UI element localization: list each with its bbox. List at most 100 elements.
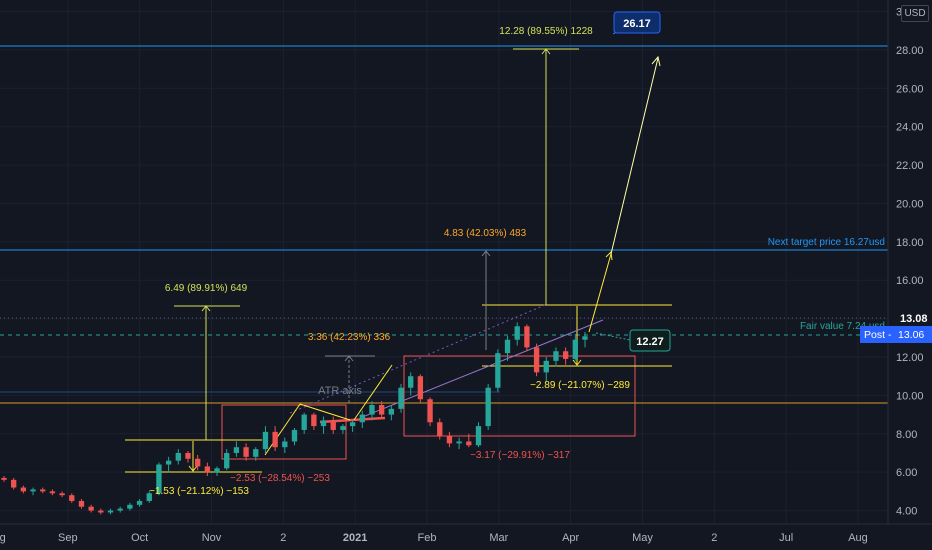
candle-body — [582, 336, 588, 340]
candle-body — [301, 414, 307, 430]
candle-body — [78, 500, 85, 507]
x-tick-label: 2021 — [343, 532, 367, 544]
range-boxes[interactable] — [221, 355, 636, 460]
candle-body — [233, 447, 240, 453]
svg-text:-: - — [888, 329, 892, 341]
next-target-label: Next target price 16.27usd — [768, 237, 885, 248]
currency-button[interactable]: USD — [901, 5, 929, 22]
y-tick-label: 8.00 — [896, 429, 917, 441]
current-badge-text: 12.27 — [636, 336, 664, 348]
atr-label: ATR axis — [318, 385, 362, 397]
candle-body — [562, 351, 569, 359]
candle-body — [272, 431, 278, 448]
candle-body — [388, 408, 394, 415]
mid-projection-arrowhead — [481, 250, 491, 257]
annotation-texts: 12.28 (89.55%) 1228 4.83 (42.03%) 483 6.… — [149, 26, 885, 497]
y-tick-label: 28.00 — [896, 45, 924, 57]
candle-body — [330, 420, 336, 430]
candles[interactable] — [1, 322, 588, 515]
candle-body — [30, 489, 36, 492]
yellow-segments[interactable] — [125, 304, 672, 473]
x-tick-label: Jul — [779, 532, 793, 544]
candle-body — [369, 404, 375, 415]
y-tick-label: 12.00 — [896, 352, 924, 364]
last-price-label: 13.08 — [900, 313, 928, 325]
left-box-label: 3.36 (42.23%) 336 — [308, 332, 391, 343]
candle-body — [253, 449, 259, 457]
candle-body — [514, 326, 520, 340]
candle-body — [553, 351, 559, 361]
x-tick-label: Oct — [131, 532, 148, 544]
yellow-flag-pole-2 — [264, 403, 301, 456]
candle-body — [417, 376, 424, 400]
candle-body — [349, 422, 356, 427]
x-tick-label: Aug — [0, 532, 6, 544]
price-axis[interactable]: 4.006.008.0010.0012.0014.0016.0018.0020.… — [860, 0, 932, 524]
mar-drop-arrowhead — [572, 359, 582, 366]
x-tick-label: Mar — [489, 532, 508, 544]
candle-body — [1, 477, 7, 480]
candle-body — [437, 422, 443, 436]
candle-body — [185, 452, 191, 459]
candle-body — [398, 387, 404, 409]
y-tick-label: 18.00 — [896, 237, 924, 249]
candle-body — [204, 466, 211, 473]
post-label: Post — [864, 329, 885, 341]
candle-body — [107, 510, 114, 513]
candle-body — [311, 414, 317, 427]
post-price: 13.06 — [898, 329, 924, 341]
drop2-label: −2.53 (−28.54%) −253 — [230, 473, 330, 484]
x-tick-label: May — [632, 532, 653, 544]
fair-value-link — [595, 332, 631, 341]
candle-body — [340, 426, 346, 430]
x-tick-label: Feb — [418, 532, 437, 544]
y-tick-label: 22.00 — [896, 160, 924, 172]
x-tick-label: 2 — [280, 532, 286, 544]
y-tick-label: 4.00 — [896, 506, 917, 518]
y-tick-label: 16.00 — [896, 275, 924, 287]
y-tick-label: 6.00 — [896, 467, 917, 479]
candle-body — [136, 500, 143, 505]
candle-body — [243, 447, 249, 457]
candle-body — [165, 460, 172, 465]
candle-body — [504, 339, 511, 354]
candle-body — [127, 504, 133, 509]
feb-range-box — [403, 355, 636, 437]
candle-body — [378, 404, 385, 415]
post-price-tag — [860, 326, 932, 343]
nov-range-box — [221, 404, 347, 460]
last-price-tag — [889, 310, 932, 326]
candle-body — [195, 458, 201, 467]
time-axis[interactable]: Aug Sep Oct Nov 2 2021 Feb Mar Apr May 2 Jul Aug — [0, 523, 932, 544]
candle-body — [224, 452, 230, 469]
atr-axis-line — [289, 304, 546, 414]
left-projection-label: 6.49 (89.91%) 649 — [165, 283, 248, 294]
y-tick-label: 24.00 — [896, 122, 924, 134]
y-tick-label: 26.00 — [896, 83, 924, 95]
candle-body — [320, 420, 327, 427]
candle-body — [156, 464, 162, 494]
fair-value-label: Fair value 7.24 usd — [800, 321, 885, 332]
x-tick-label: Aug — [848, 532, 868, 544]
projection-lines[interactable] — [174, 48, 579, 440]
candle-body — [40, 489, 46, 492]
drop3-label: −3.17 (−29.91%) −317 — [470, 450, 570, 461]
candle-body — [456, 441, 462, 444]
breakout-arrow-1 — [588, 253, 612, 333]
target-projection-arrowhead — [541, 48, 551, 55]
left-projection-arrowhead — [201, 305, 211, 312]
left-box-arrowhead — [344, 355, 354, 362]
candle-body — [446, 435, 453, 444]
breakout-arrow-2 — [610, 57, 659, 255]
target-label: 12.28 (89.55%) 1228 — [499, 26, 593, 37]
candle-body — [495, 353, 501, 388]
current-badge[interactable]: 12.27 — [629, 329, 671, 352]
candle-body — [408, 376, 414, 388]
target-badge[interactable]: 26.17 — [612, 11, 661, 35]
candle-body — [427, 399, 433, 423]
target-badge-text: 26.17 — [623, 18, 651, 30]
candle-body — [524, 326, 530, 348]
candle-body — [88, 506, 94, 511]
candle-body — [20, 487, 27, 492]
